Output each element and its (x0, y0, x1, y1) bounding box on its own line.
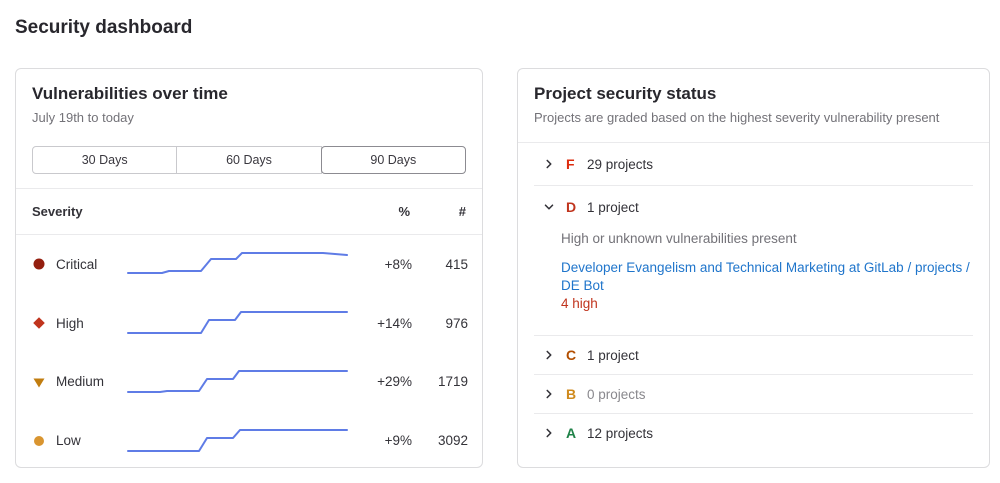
grade-letter: F (566, 156, 575, 172)
severity-count: 415 (445, 256, 468, 272)
severity-medium-icon (32, 375, 46, 389)
sparkline-critical (127, 252, 348, 275)
percent-column-header: % (398, 204, 410, 219)
grade-block-a: A 12 projects (534, 414, 973, 452)
grade-letter: C (566, 347, 577, 363)
grade-block-d: D 1 project High or unknown vulnerabilitie… (534, 186, 973, 336)
severity-count: 976 (445, 315, 468, 331)
page-title: Security dashboard (15, 17, 193, 38)
vuln-panel-date-range: July 19th to today (32, 110, 134, 125)
vulnerability-count-label: 4 high (561, 296, 598, 311)
project-security-status-panel: Project security status Projects are gra… (517, 68, 990, 468)
severity-percent-change: +8% (384, 256, 412, 272)
count-column-header: # (458, 204, 466, 219)
severity-percent-change: +9% (384, 433, 412, 449)
grade-row-d[interactable]: D 1 project (534, 186, 973, 228)
grade-letter: B (566, 386, 577, 402)
vulnerabilities-over-time-panel: Vulnerabilities over time July 19th to t… (15, 68, 483, 468)
severity-high-icon (32, 316, 46, 330)
severity-label: Low (56, 433, 81, 449)
grade-project-count: 0 projects (587, 386, 646, 402)
chevron-right-icon (542, 348, 556, 362)
severity-percent-change: +29% (377, 374, 412, 390)
severity-table-header: Severity % # (16, 189, 482, 234)
grade-letter: A (566, 425, 577, 441)
severity-count: 1719 (437, 374, 468, 390)
day-filter-90-days[interactable]: 90 Days (320, 146, 466, 174)
severity-row-medium: Medium +29% 1719 (16, 353, 484, 412)
day-filter-60-days[interactable]: 60 Days (176, 146, 322, 174)
grade-row-b[interactable]: B 0 projects (534, 375, 973, 413)
severity-label: High (56, 315, 84, 331)
chevron-right-icon (542, 387, 556, 401)
severity-column-header: Severity (32, 204, 83, 219)
day-filter-group: 30 Days 60 Days 90 Days (32, 146, 466, 174)
sparkline-low (127, 428, 348, 452)
status-panel-subtitle: Projects are graded based on the highest… (534, 110, 940, 125)
project-link[interactable]: Developer Evangelism and Technical Marke… (561, 260, 970, 293)
grade-project-count: 29 projects (587, 156, 654, 172)
severity-percent-change: +14% (377, 315, 412, 331)
grade-project-count: 1 project (587, 347, 639, 363)
severity-label: Critical (56, 256, 98, 272)
grade-row-a[interactable]: A 12 projects (534, 414, 973, 452)
grade-project-count: 12 projects (587, 425, 654, 441)
severity-count: 3092 (437, 433, 468, 449)
grade-letter: D (566, 199, 577, 215)
chevron-right-icon (542, 157, 556, 171)
grade-row-f[interactable]: F 29 projects (534, 143, 973, 185)
severity-low-icon (32, 434, 46, 448)
divider (16, 188, 482, 189)
day-filter-30-days[interactable]: 30 Days (32, 146, 178, 174)
chevron-down-icon (542, 200, 556, 214)
grade-block-f: F 29 projects (534, 143, 973, 186)
divider (16, 234, 482, 235)
chevron-right-icon (542, 426, 556, 440)
grade-block-b: B 0 projects (534, 375, 973, 414)
severity-row-high: High +14% 976 (16, 294, 484, 353)
severity-rows: Critical +8% 415 High +14% 976 Medium +29% 1719 L… (16, 235, 482, 470)
sparkline-medium (127, 369, 348, 393)
grade-project-count: 1 project (587, 199, 639, 215)
grade-expanded-content: High or unknown vulnerabilities present D… (534, 228, 973, 335)
grade-row-c[interactable]: C 1 project (534, 336, 973, 374)
grade-description: High or unknown vulnerabilities present (561, 231, 797, 246)
grade-block-c: C 1 project (534, 336, 973, 375)
severity-row-low: Low +9% 3092 (16, 411, 484, 470)
vuln-panel-title: Vulnerabilities over time (32, 84, 228, 103)
sparkline-high (127, 311, 348, 335)
divider (518, 142, 989, 143)
severity-label: Medium (56, 374, 105, 390)
severity-critical-icon (32, 257, 46, 271)
grade-list: F 29 projects D 1 project High or unknown vu… (518, 143, 989, 452)
severity-row-critical: Critical +8% 415 (16, 235, 484, 294)
status-panel-title: Project security status (534, 84, 717, 103)
